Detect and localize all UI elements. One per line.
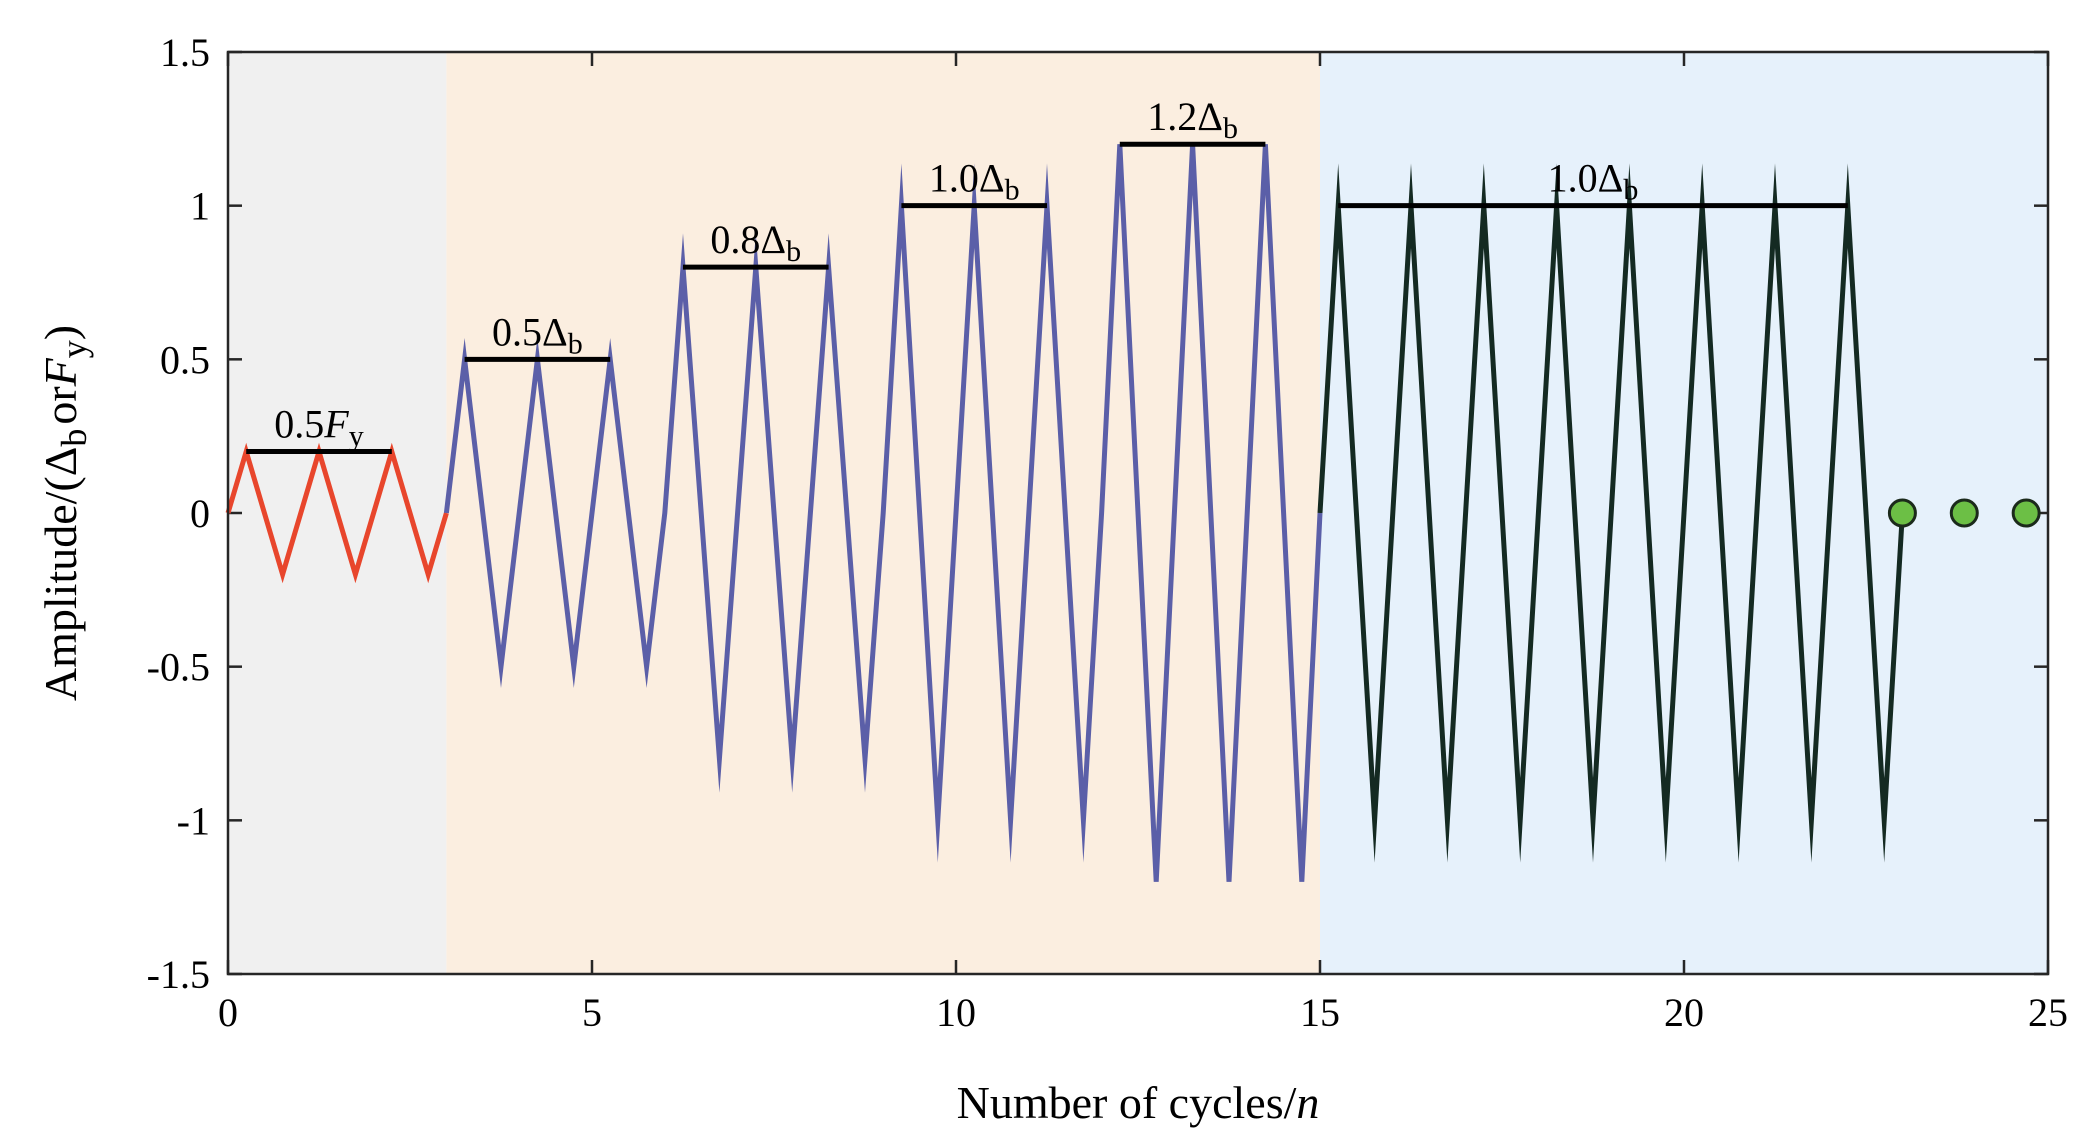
y-axis-label-or: or <box>35 386 86 424</box>
y-axis-label-prefix: Amplitude/( <box>35 476 86 701</box>
x-tick-label-1: 5 <box>582 990 602 1035</box>
amplitude-annotations: 0.5Fy 0.5Δb 0.8Δb 1.0Δb 1.2Δb 1.0Δb <box>246 94 1848 455</box>
y-axis-label-suffix: ) <box>35 325 86 340</box>
continuation-marker-0 <box>1887 498 1917 528</box>
y-axis-label-force: F <box>35 357 86 387</box>
y-tick-label-3: 0 <box>190 491 210 536</box>
y-axis-label-delta-sub: b <box>54 429 94 447</box>
y-tick-label-4: -0.5 <box>147 645 210 690</box>
annotation-label-2: 0.8Δb <box>710 217 801 268</box>
x-tick-label-2: 10 <box>936 990 976 1035</box>
tick-labels: 0 5 10 15 20 25 1.5 1 0.5 0 -0.5 -1 -1.5 <box>147 30 2068 1035</box>
x-tick-label-4: 20 <box>1664 990 1704 1035</box>
x-axis-label-var: n <box>1296 1077 1319 1128</box>
annotation-label-4: 1.2Δb <box>1147 94 1238 145</box>
continuation-marker-1 <box>1949 498 1979 528</box>
y-tick-label-5: -1 <box>177 798 210 843</box>
x-tick-label-5: 25 <box>2028 990 2068 1035</box>
y-tick-label-1: 1 <box>190 184 210 229</box>
continuation-markers <box>1887 498 2041 528</box>
continuation-marker-2 <box>2011 498 2041 528</box>
series-line-0 <box>225 442 449 584</box>
y-axis-label: Amplitude/(Δb orFy) <box>35 325 94 701</box>
y-axis-label-delta: Δ <box>35 447 86 477</box>
annotation-label-0: 0.5Fy <box>274 402 363 453</box>
x-axis-label: Number of cycles/n <box>957 1077 1320 1128</box>
annotation-label-3: 1.0Δb <box>929 156 1020 207</box>
x-axis-label-text: Number of cycles/ <box>957 1077 1297 1128</box>
annotation-label-1: 0.5Δb <box>492 309 583 360</box>
series-line-2 <box>1317 163 1905 863</box>
y-tick-label-2: 0.5 <box>160 337 210 382</box>
y-axis-label-force-sub: y <box>54 340 94 358</box>
data-series <box>225 144 1905 882</box>
series-line-1 <box>443 144 1323 882</box>
annotation-label-5: 1.0Δb <box>1548 156 1639 207</box>
y-tick-label-0: 1.5 <box>160 30 210 75</box>
y-tick-label-6: -1.5 <box>147 952 210 997</box>
plot-frame <box>226 50 2050 976</box>
x-tick-label-0: 0 <box>218 990 238 1035</box>
x-tick-label-3: 15 <box>1300 990 1340 1035</box>
